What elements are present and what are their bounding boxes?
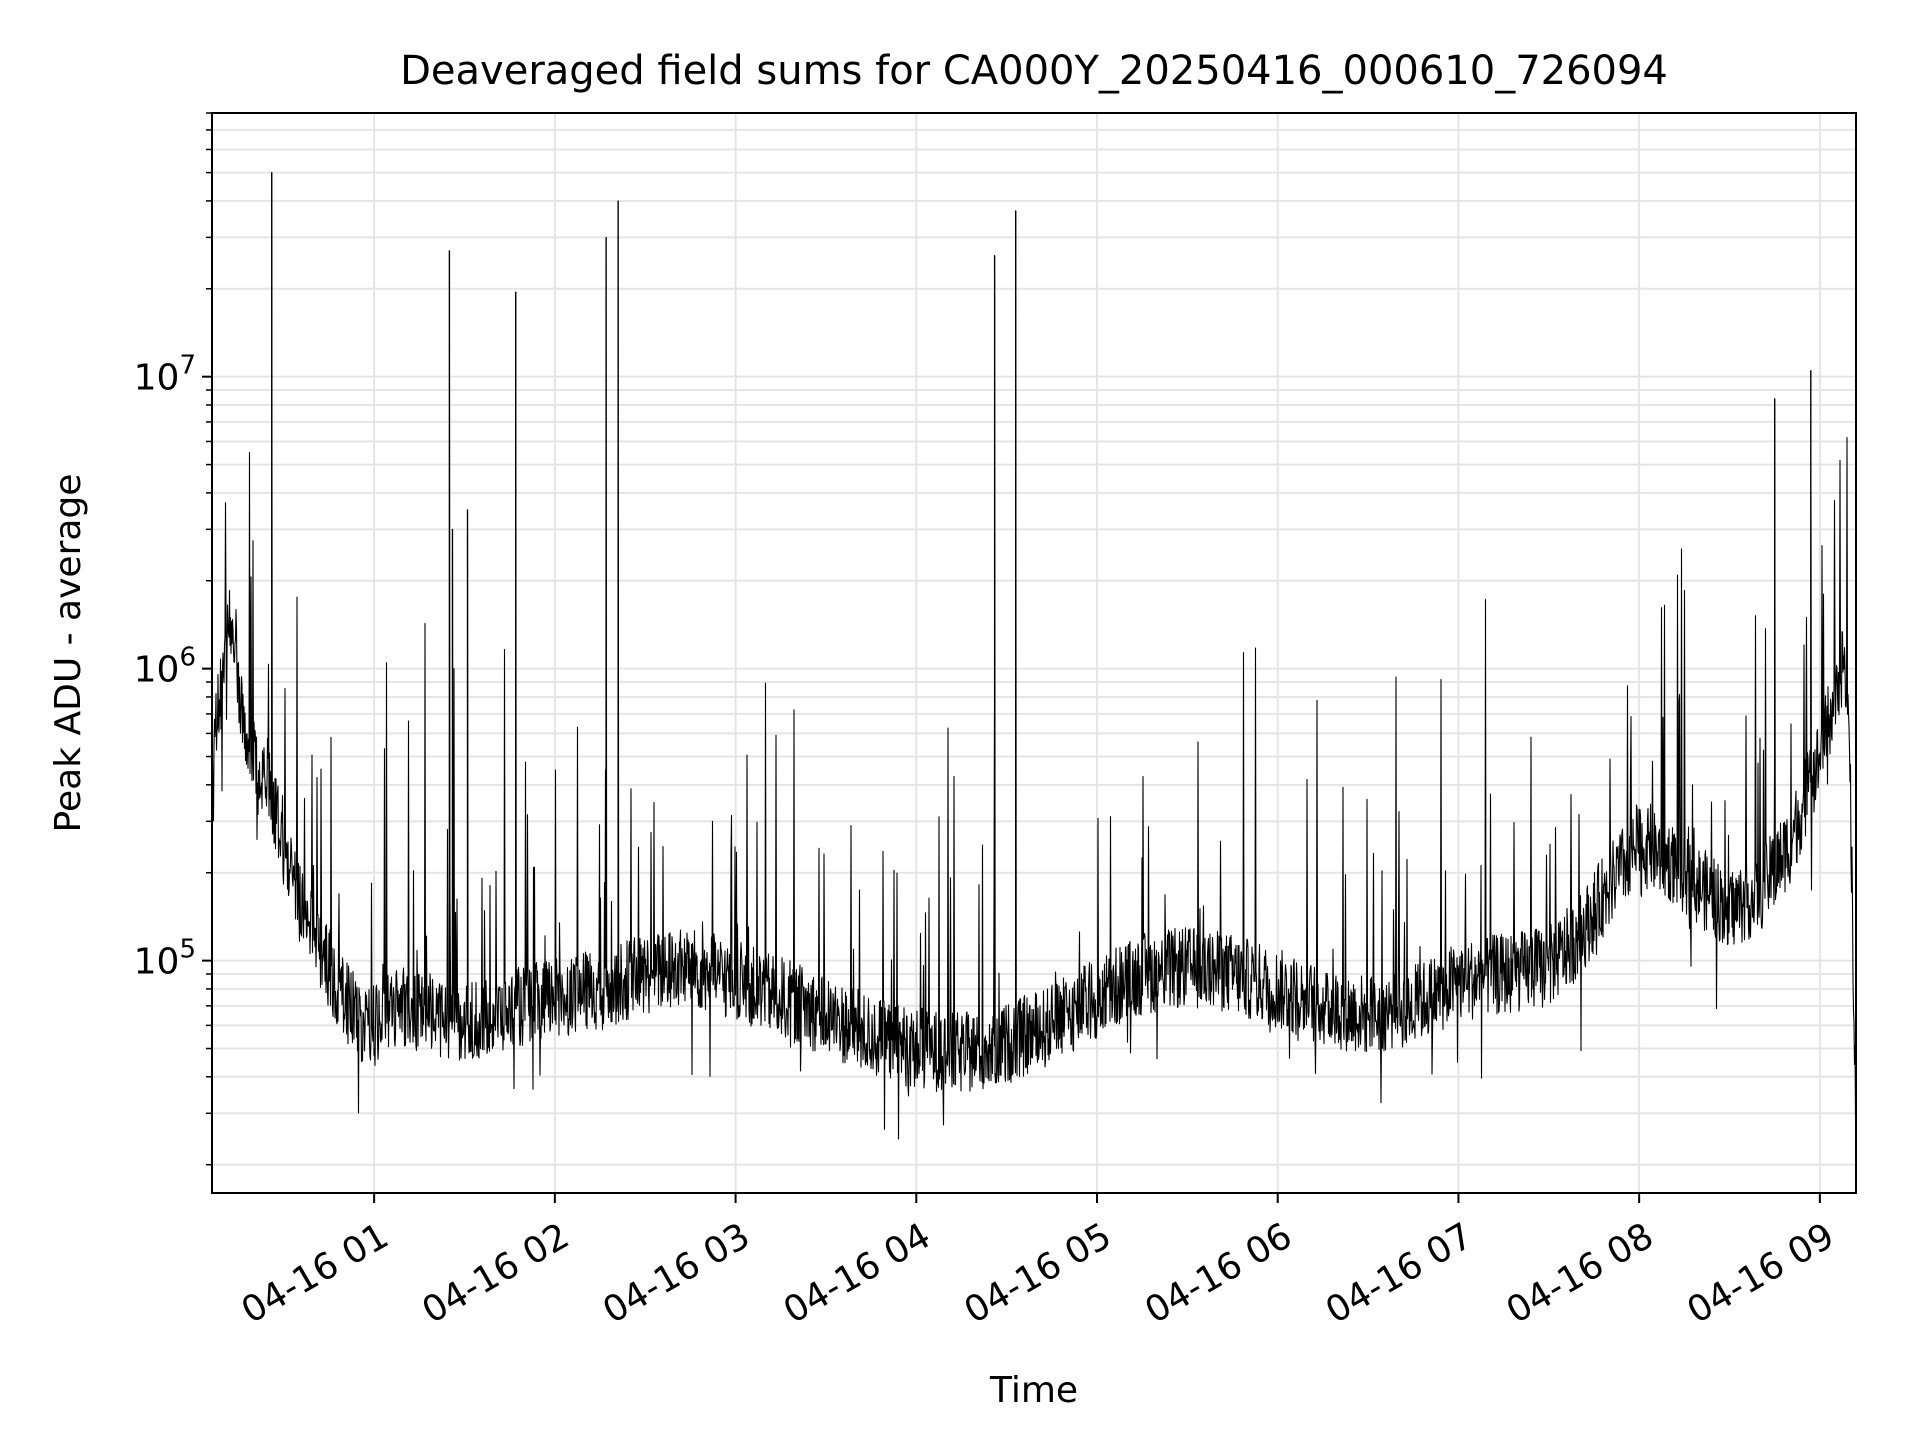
y-axis-label: Peak ADU - average [48,474,89,833]
series-layer [212,172,1856,1140]
x-axis-label: Time [989,1370,1078,1411]
y-tick-label: 106 [134,643,196,691]
chart-title: Deaveraged field sums for CA000Y_2025041… [400,48,1668,94]
plot-frame [211,112,1857,1194]
series-line [212,172,1856,1140]
y-tick-label: 105 [134,935,196,983]
y-tick-label: 107 [134,351,196,399]
